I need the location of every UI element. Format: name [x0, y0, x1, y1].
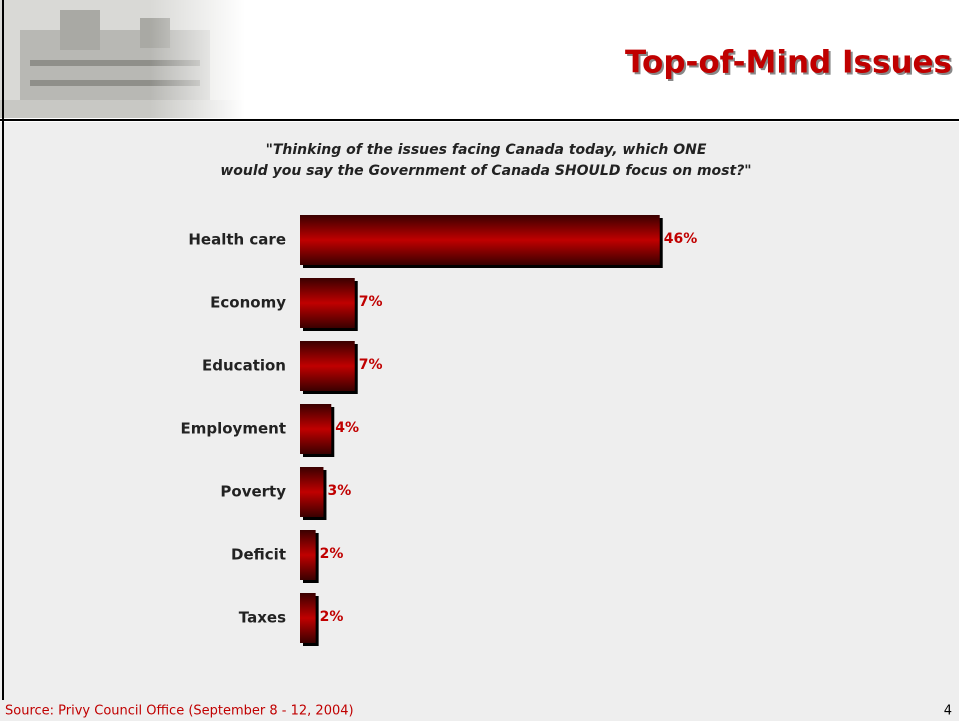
value-label: 3% — [327, 483, 351, 499]
subtitle-line: "Thinking of the issues facing Canada to… — [266, 142, 707, 158]
category-label: Deficit — [231, 546, 286, 564]
bar — [300, 467, 324, 517]
bar — [300, 593, 316, 643]
bar — [300, 278, 355, 328]
value-label: 4% — [335, 420, 359, 436]
chart-title: Top-of-Mind Issues — [625, 45, 952, 81]
category-label: Economy — [210, 294, 286, 312]
subtitle-line: would you say the Government of Canada S… — [220, 163, 751, 179]
bar — [300, 404, 332, 454]
header-image — [0, 0, 245, 118]
chart-background — [0, 122, 959, 721]
bar — [300, 215, 660, 265]
bar — [300, 341, 355, 391]
category-label: Employment — [181, 420, 287, 438]
category-label: Health care — [188, 231, 286, 249]
source-note: Source: Privy Council Office (September … — [5, 704, 354, 719]
value-label: 7% — [359, 294, 383, 310]
value-label: 7% — [359, 357, 383, 373]
bar — [300, 530, 316, 580]
category-label: Taxes — [239, 609, 286, 627]
page-number: 4 — [944, 704, 952, 719]
value-label: 46% — [664, 231, 698, 247]
value-label: 2% — [320, 609, 344, 625]
value-label: 2% — [320, 546, 344, 562]
category-label: Poverty — [220, 483, 286, 501]
category-label: Education — [202, 357, 286, 375]
